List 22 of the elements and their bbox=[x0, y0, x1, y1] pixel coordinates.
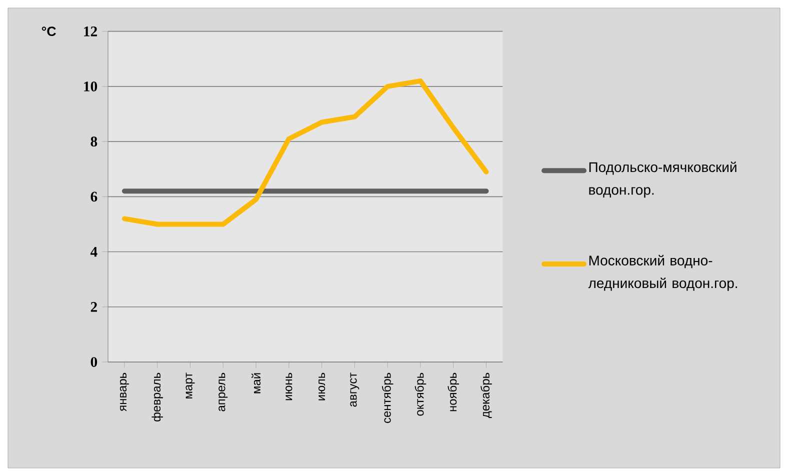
x-tick-label: август bbox=[350, 372, 360, 407]
y-tick-label: 10 bbox=[84, 82, 98, 92]
x-tick-label: май bbox=[251, 373, 261, 394]
x-tick-label: сентябрь bbox=[382, 372, 394, 423]
x-tick-label: февраль bbox=[152, 372, 163, 422]
x-tick-label: июнь bbox=[286, 372, 292, 400]
y-tick-label: 12 bbox=[84, 26, 97, 36]
y-tick-label: 6 bbox=[90, 192, 98, 202]
x-tick-label: март bbox=[186, 372, 195, 398]
y-axis-title: °C bbox=[42, 26, 56, 36]
y-tick-label: 4 bbox=[90, 246, 98, 257]
x-tick-label: ноябрь bbox=[448, 372, 459, 412]
x-tick-label: апрель bbox=[218, 372, 228, 412]
x-tick-label: июль bbox=[318, 372, 326, 400]
y-tick-label: 0 bbox=[90, 357, 98, 367]
x-tick-label: октябрь bbox=[414, 372, 426, 416]
y-tick-label: 8 bbox=[90, 136, 98, 147]
x-tick-label: декабрь bbox=[480, 372, 492, 418]
x-tick-label: январь bbox=[120, 372, 129, 412]
legend-label: Московский водно-ледниковый водон.гор. bbox=[588, 254, 738, 291]
y-tick-label: 2 bbox=[90, 302, 97, 312]
legend-label: Подольско-мячковский водон.гор. bbox=[589, 162, 736, 198]
